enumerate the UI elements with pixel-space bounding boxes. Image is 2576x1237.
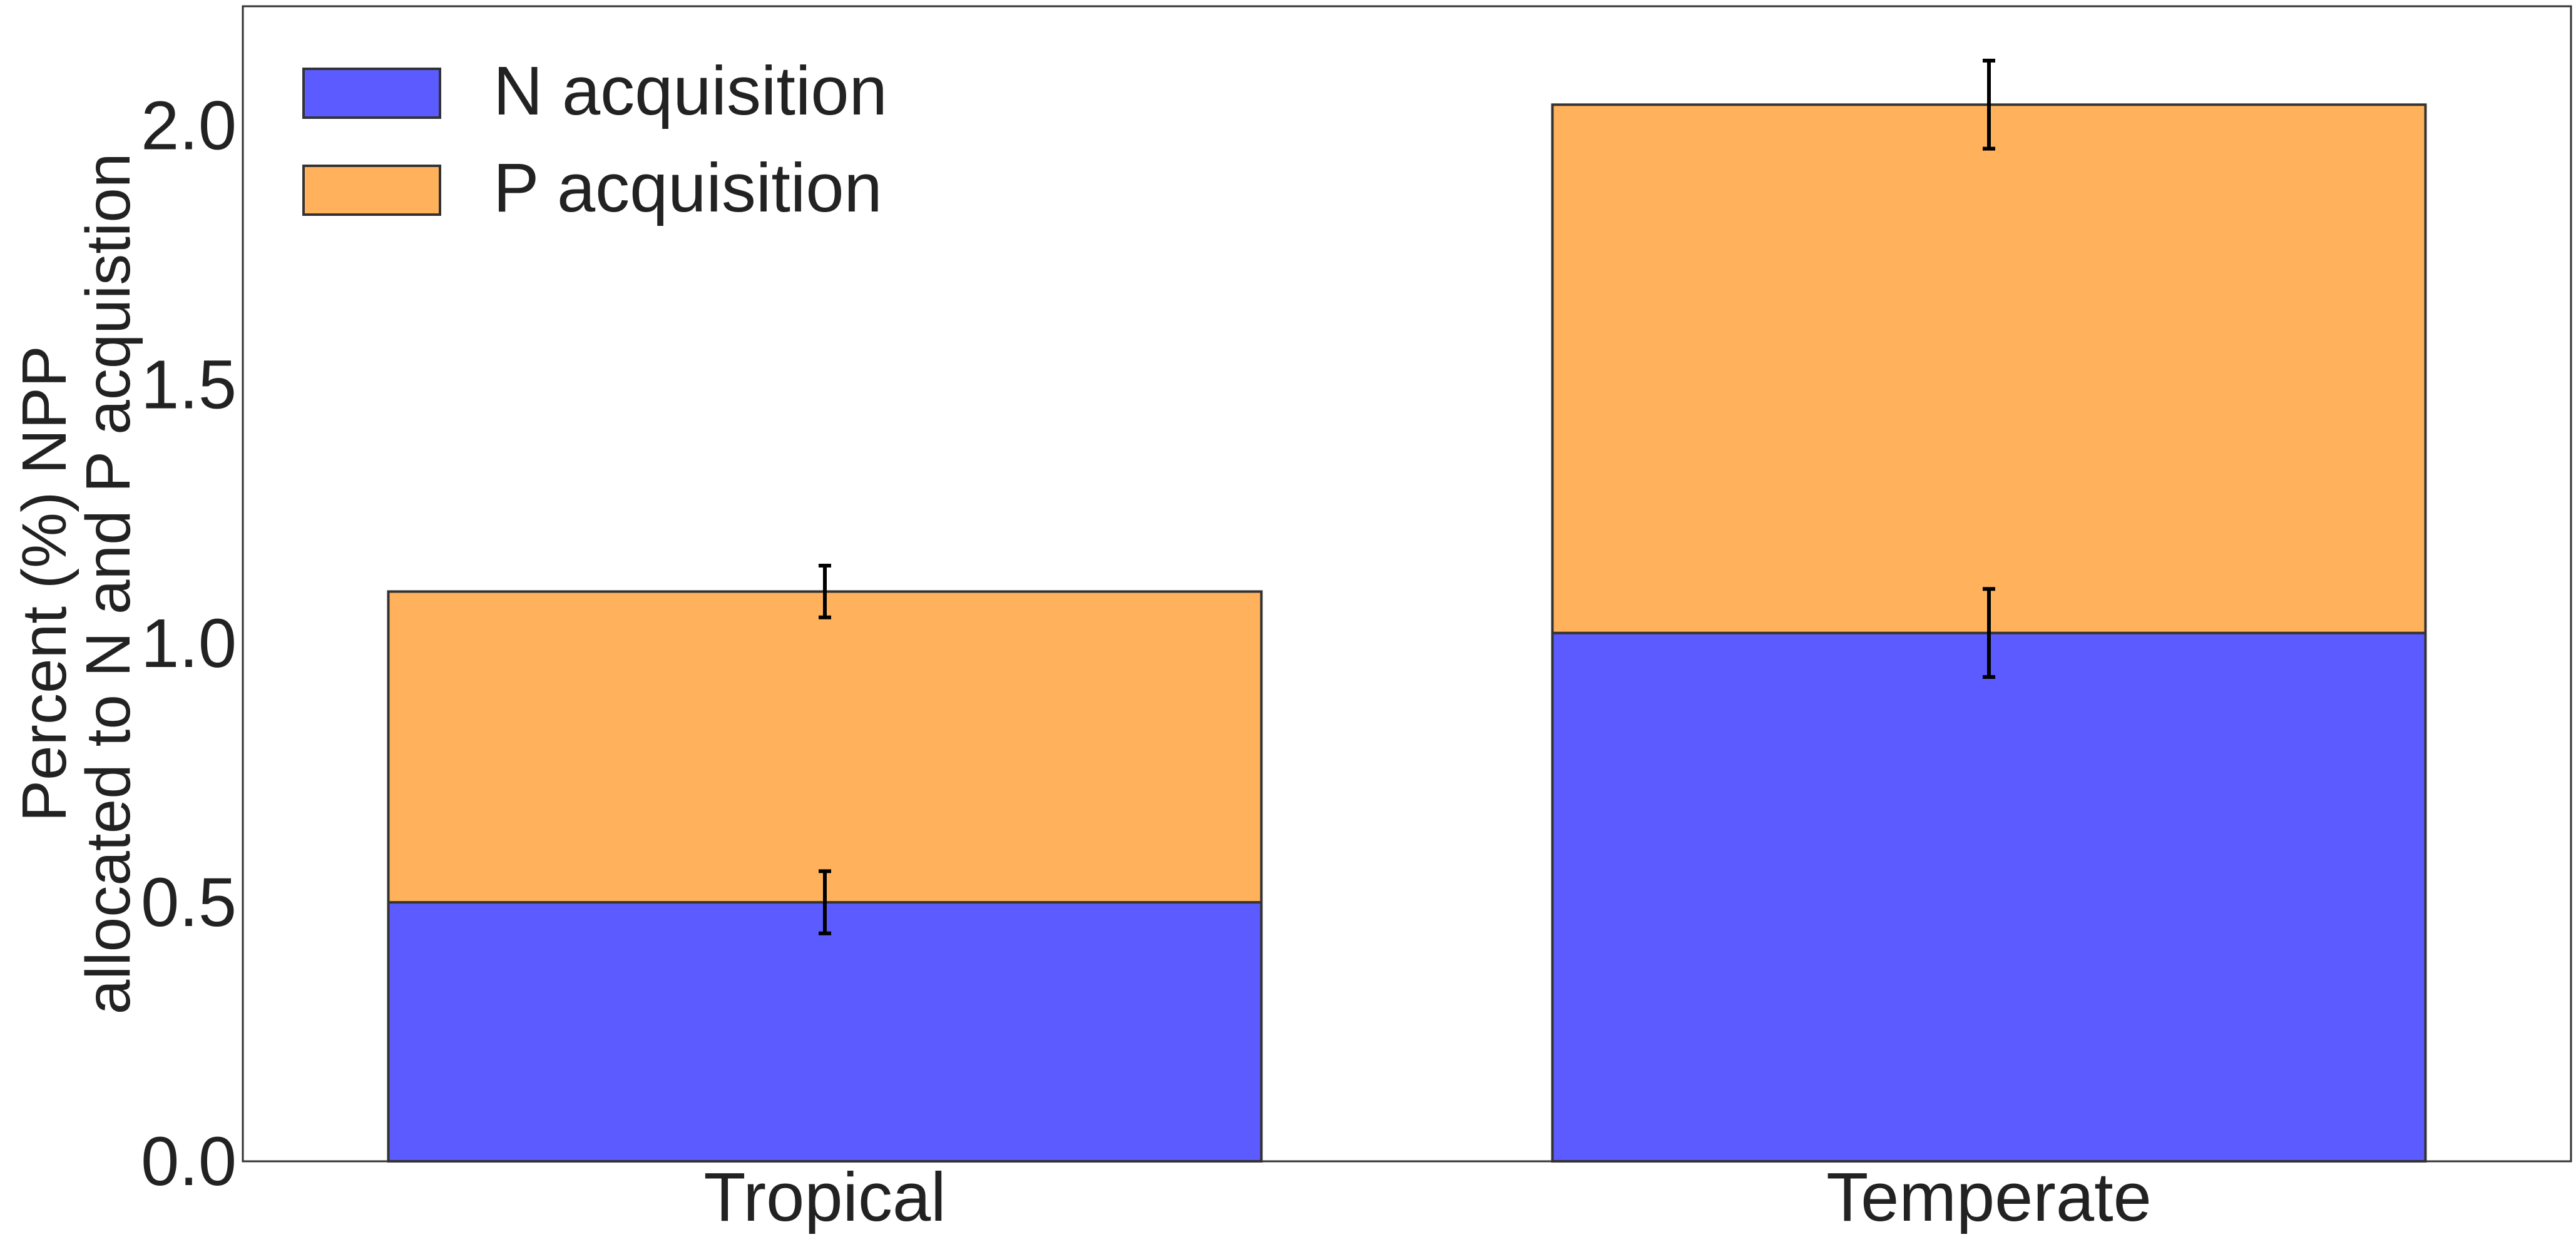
y-axis-ticks: 0.0 0.5 1.0 1.5 2.0 xyxy=(141,87,237,1200)
y-tick-label: 0.0 xyxy=(141,1123,237,1200)
x-axis-ticks: Tropical Temperate xyxy=(703,1159,2152,1236)
legend-swatch-0 xyxy=(302,68,441,119)
x-tick-label: Temperate xyxy=(1826,1159,2152,1234)
x-tick-label: Tropical xyxy=(703,1159,946,1234)
y-tick-label: 2.0 xyxy=(141,87,237,164)
y-tick-label: 1.5 xyxy=(141,346,237,423)
legend-label-1: P acquisition xyxy=(493,150,882,227)
legend-label-0: N acquisition xyxy=(493,53,887,130)
plot-frame xyxy=(242,5,2572,1163)
y-axis-label: Percent (%) NPP allocated to N and P acq… xyxy=(9,153,143,1015)
bar-tropical-series-0 xyxy=(387,901,1263,1163)
error-bars-layer xyxy=(819,58,1995,935)
y-tick-label: 1.0 xyxy=(141,605,237,682)
legend: N acquisition P acquisition xyxy=(302,53,887,227)
bars-layer xyxy=(387,103,2427,1163)
y-axis-label-line-1: Percent (%) NPP xyxy=(9,345,79,822)
y-tick-label: 0.5 xyxy=(141,864,237,941)
bar-temperate-series-0 xyxy=(1551,631,2427,1163)
bar-temperate-series-1 xyxy=(1551,103,2427,634)
bar-tropical-series-1 xyxy=(387,590,1263,904)
y-axis-label-line-2: allocated to N and P acquistion xyxy=(73,153,143,1015)
legend-swatch-1 xyxy=(302,165,441,216)
